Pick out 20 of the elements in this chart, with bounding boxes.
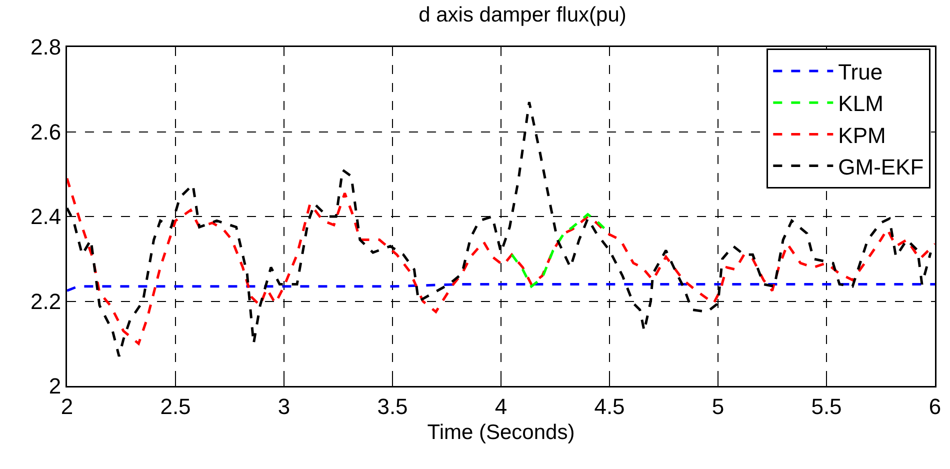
- line-series: [67, 177, 935, 345]
- y-tick-label: 2.2: [30, 288, 62, 314]
- x-tick-label: 3.5: [377, 394, 408, 419]
- x-tick-label: 5: [712, 394, 724, 419]
- y-tick-label: 2.6: [30, 119, 62, 144]
- legend-label: KPM: [838, 122, 886, 148]
- legend-label: GM-EKF: [838, 154, 924, 180]
- y-tick-label: 2.4: [30, 204, 62, 230]
- x-tick-label: 4.5: [594, 394, 625, 419]
- x-tick-label: 6: [928, 394, 942, 419]
- x-tick-label: 2.5: [160, 394, 191, 419]
- y-tick-label: 2.8: [30, 34, 62, 60]
- x-axis-title: Time (Seconds): [427, 420, 575, 444]
- legend-label: KLM: [838, 91, 884, 116]
- legend-label: True: [838, 60, 883, 85]
- x-tick-label: 4: [494, 394, 508, 419]
- x-tick-label: 3: [278, 394, 290, 419]
- y-tick-label: 2: [48, 374, 62, 399]
- x-tick-label: 5.5: [811, 394, 842, 419]
- chart-title: d axis damper flux(pu): [418, 4, 626, 27]
